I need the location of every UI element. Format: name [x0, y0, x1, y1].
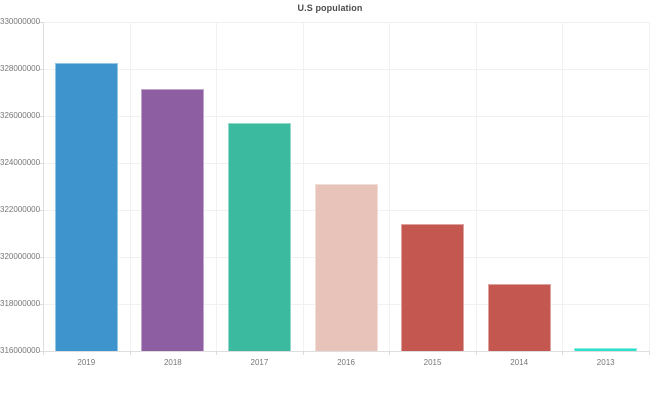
x-tick-mark: [475, 351, 477, 355]
y-tick-mark: [39, 69, 43, 70]
y-tick-mark: [39, 116, 43, 117]
gridline-vertical: [129, 22, 131, 351]
y-tick-mark: [39, 163, 43, 164]
x-tick-mark: [649, 351, 650, 355]
x-tick-label: 2014: [510, 358, 529, 367]
x-tick-label: 2016: [337, 358, 355, 367]
y-tick-mark: [39, 22, 43, 23]
y-tick-label: 316000000: [0, 346, 41, 355]
x-tick-mark: [302, 351, 304, 355]
gridline-vertical: [216, 22, 218, 351]
y-tick-mark: [39, 304, 43, 305]
x-tick-mark: [562, 351, 564, 355]
x-axis-line: [43, 351, 649, 352]
y-tick-label: 320000000: [0, 252, 41, 261]
bar-2019[interactable]: [54, 63, 118, 351]
gridline-horizontal: [43, 163, 649, 164]
bar-2016[interactable]: [314, 183, 378, 351]
gridline-horizontal: [43, 116, 649, 117]
x-tick-label: 2013: [596, 358, 615, 367]
y-tick-mark: [39, 351, 43, 352]
chart-title: U.S population: [297, 3, 363, 13]
y-axis-line: [43, 22, 44, 351]
bar-2014[interactable]: [487, 283, 551, 351]
gridline-vertical: [302, 22, 304, 351]
bar-2013[interactable]: [574, 347, 638, 351]
plot-area: 330000000 328000000 326000000 324000000 3220…: [0, 17, 650, 367]
y-tick-label: 330000000: [0, 17, 41, 26]
gridline-vertical: [475, 22, 477, 351]
gridline-vertical: [649, 22, 650, 351]
y-tick-mark: [39, 257, 43, 258]
x-tick-label: 2018: [163, 358, 182, 367]
gridline-horizontal: [43, 22, 649, 23]
x-tick-mark: [389, 351, 391, 355]
bar-2017[interactable]: [227, 122, 291, 351]
x-tick-label: 2019: [77, 358, 96, 367]
x-tick-mark: [216, 351, 218, 355]
y-tick-label: 328000000: [0, 64, 41, 73]
y-tick-label: 324000000: [0, 158, 41, 167]
x-tick-label: 2015: [423, 358, 442, 367]
x-tick-mark: [43, 351, 44, 355]
y-tick-label: 318000000: [0, 299, 41, 308]
bar-2015[interactable]: [401, 223, 465, 351]
y-tick-mark: [39, 210, 43, 211]
bar-2018[interactable]: [141, 88, 205, 351]
x-tick-label: 2017: [250, 358, 269, 367]
gridline-vertical: [389, 22, 391, 351]
gridline-vertical: [562, 22, 564, 351]
y-tick-label: 326000000: [0, 111, 41, 120]
y-tick-label: 322000000: [0, 205, 41, 214]
x-tick-mark: [129, 351, 131, 355]
gridline-horizontal: [43, 69, 649, 70]
